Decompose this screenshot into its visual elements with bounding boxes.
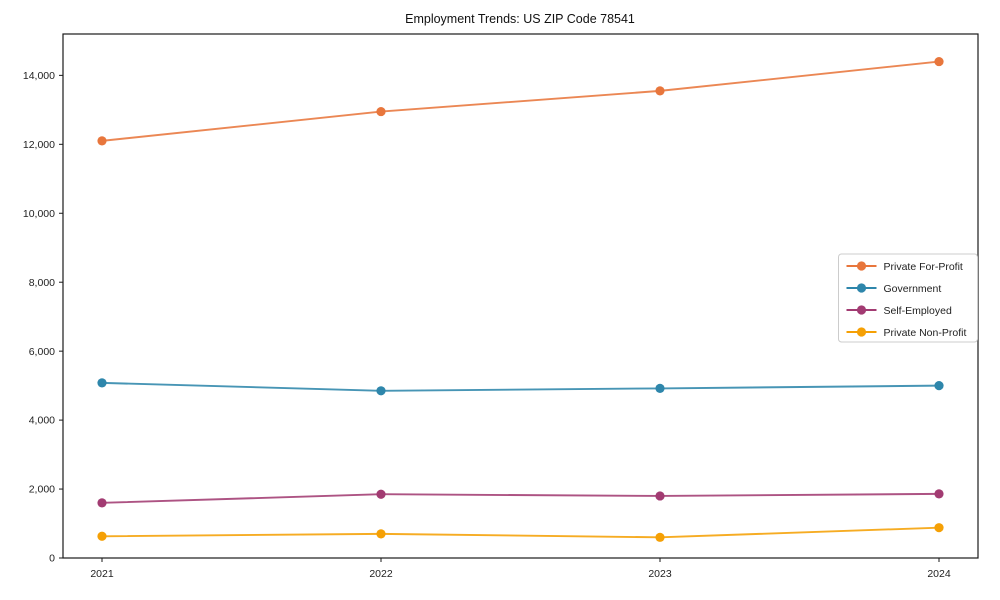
data-point-private-non-profit [376,529,386,539]
data-point-private-for-profit [97,136,107,146]
data-point-self-employed [655,491,665,501]
plot-area: 0 2,000 4,000 6,000 8,000 10,000 12,000 14,000 2… [23,33,979,580]
data-point-government [97,378,107,388]
legend-box [838,253,978,343]
y-tick-label: 0 [49,553,55,565]
y-tick-label: 12,000 [23,139,55,151]
legend-marker [856,305,867,315]
series-line-private-non-profit [101,526,940,539]
data-point-government [934,381,944,391]
data-point-private-non-profit [655,532,665,542]
x-tick-label: 2022 [369,568,393,580]
legend-label: Private Non-Profit [884,327,967,339]
y-tick-label: 14,000 [23,70,55,82]
series-line-private-for-profit [101,60,940,142]
data-point-government [376,386,386,396]
legend-marker [856,283,867,293]
y-tick-label: 10,000 [23,208,55,220]
data-point-private-for-profit [655,86,665,96]
y-tick-label: 4,000 [29,415,55,427]
data-point-private-non-profit [934,523,944,533]
y-tick-label: 8,000 [29,277,55,289]
y-tick-label: 2,000 [29,484,55,496]
data-point-self-employed [376,489,386,499]
chart-title: Employment Trends: US ZIP Code 78541 [405,12,635,26]
data-point-private-non-profit [97,531,107,541]
data-point-self-employed [97,498,107,508]
data-point-private-for-profit [934,56,944,67]
data-point-government [655,383,665,393]
series-line-government [101,381,940,392]
legend-marker [856,327,867,337]
data-point-private-for-profit [376,106,386,117]
data-point-self-employed [934,489,944,499]
y-tick-label: 6,000 [29,346,55,358]
x-tick-label: 2023 [648,568,672,580]
legend-marker [856,261,867,271]
legend-label: Government [884,283,942,295]
x-tick-label: 2024 [927,568,951,580]
series-line-self-employed [101,492,940,504]
x-tick-label: 2021 [90,568,114,580]
legend-label: Self-Employed [884,305,952,317]
legend-label: Private For-Profit [884,261,963,273]
